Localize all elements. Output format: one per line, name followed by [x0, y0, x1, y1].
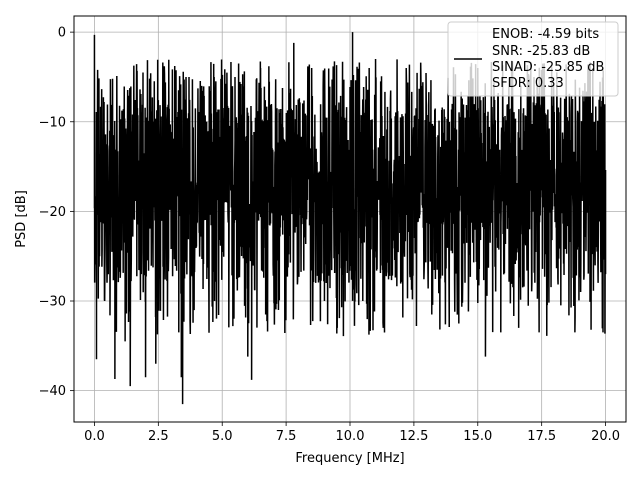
y-axis-label: PSD [dB] — [14, 190, 29, 248]
y-tick-label: −30 — [39, 295, 66, 310]
x-tick-label: 2.5 — [148, 429, 169, 444]
x-tick-label: 15.0 — [463, 429, 492, 444]
y-tick-label: −10 — [39, 115, 66, 130]
psd-series-line — [93, 32, 607, 405]
legend: ENOB: -4.59 bits SNR: -25.83 dB SINAD: -… — [447, 21, 619, 97]
x-axis-ticks: 0.0 2.5 5.0 7.5 10.0 12.5 15.0 17.5 20.0 — [84, 422, 620, 444]
x-tick-label: 7.5 — [276, 429, 297, 444]
y-tick-label: −20 — [39, 205, 66, 220]
legend-entry-enob: ENOB: -4.59 bits — [492, 27, 599, 42]
x-tick-label: 12.5 — [399, 429, 428, 444]
x-tick-label: 20.0 — [591, 429, 620, 444]
x-tick-label: 5.0 — [212, 429, 233, 444]
legend-entry-snr: SNR: -25.83 dB — [492, 44, 590, 59]
x-tick-label: 0.0 — [84, 429, 105, 444]
y-tick-label: −40 — [39, 384, 66, 399]
x-tick-label: 17.5 — [527, 429, 556, 444]
x-axis-label: Frequency [MHz] — [295, 451, 404, 466]
plot-area — [93, 32, 607, 405]
legend-entry-sinad: SINAD: -25.85 dB — [492, 60, 604, 75]
y-tick-label: 0 — [58, 26, 66, 41]
x-tick-label: 10.0 — [336, 429, 365, 444]
legend-entry-sfdr: SFDR: 0.33 — [492, 76, 564, 91]
legend-box — [447, 21, 619, 97]
y-axis-ticks: 0 −10 −20 −30 −40 — [39, 26, 74, 399]
